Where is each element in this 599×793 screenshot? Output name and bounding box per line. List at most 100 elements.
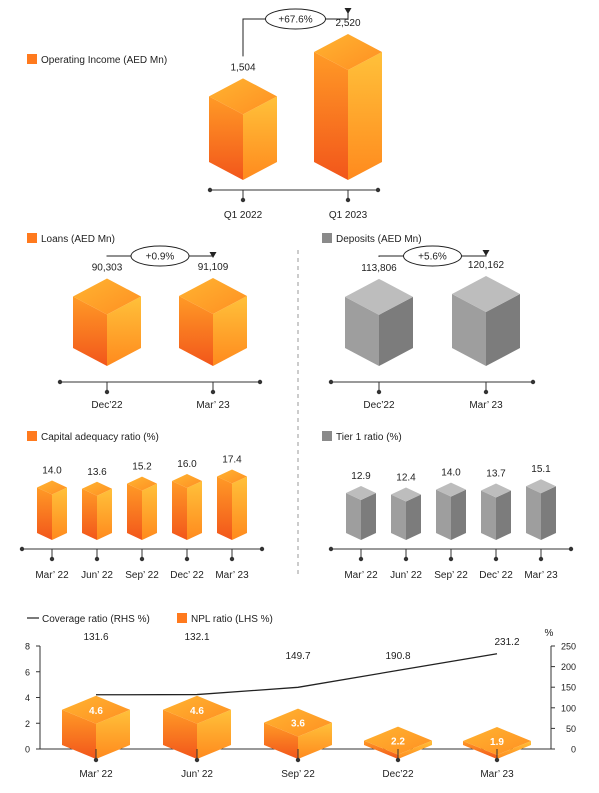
axis-end-dot — [19, 546, 25, 552]
bar-face-left — [264, 722, 298, 759]
npl-data-label: 4.6 — [89, 706, 103, 717]
bar-face-top — [37, 480, 67, 495]
data-label: 15.2 — [132, 462, 152, 473]
bar-face-top — [62, 695, 130, 724]
axis-end-dot — [57, 379, 63, 385]
bar — [179, 278, 247, 366]
bar-face-left — [179, 296, 213, 366]
x-tick-dot — [295, 757, 301, 763]
bar — [172, 474, 202, 540]
x-tick-label: Mar’ 23 — [480, 769, 514, 780]
bar-face-top — [481, 483, 511, 498]
change-badge — [265, 8, 326, 30]
x-tick-label: Jun’ 22 — [181, 769, 213, 780]
operating-income-chart: Operating Income (AED Mn) 1,504 2,520 +67.… — [27, 8, 382, 221]
x-tick-label: Sep’ 22 — [434, 570, 468, 581]
x-tick-label: Jun’ 22 — [81, 570, 113, 581]
left-y-tick-label: 8 — [25, 642, 30, 652]
x-tick-dot — [104, 389, 110, 395]
data-label: 13.7 — [486, 469, 506, 480]
right-y-tick-label: 150 — [561, 683, 576, 693]
change-arrowhead — [344, 8, 352, 14]
bar-face-right — [232, 476, 247, 540]
bar-face-right — [451, 489, 466, 540]
bar — [346, 486, 376, 540]
right-y-tick-label: 0 — [571, 745, 576, 755]
x-tick-label: Dec’22 — [363, 400, 395, 411]
bar-face-top — [436, 482, 466, 497]
bar-face-right — [142, 483, 157, 540]
x-tick-label: Mar’ 22 — [344, 570, 378, 581]
data-label: 14.0 — [441, 468, 461, 479]
bar — [209, 78, 277, 180]
bar-face-top — [127, 476, 157, 491]
bar-face-left — [391, 494, 406, 540]
bar — [452, 276, 520, 366]
bar — [345, 278, 413, 366]
x-tick-dot — [194, 757, 200, 763]
bar-face-left — [314, 52, 348, 180]
left-y-tick-label: 2 — [25, 719, 30, 729]
bar-face-right — [486, 294, 520, 366]
change-label: +0.9% — [146, 252, 175, 263]
bar-face-right — [348, 52, 382, 180]
bar — [127, 476, 157, 540]
x-tick-label: Mar’ 22 — [79, 769, 113, 780]
bar-face-left — [163, 709, 197, 759]
bar-face-right — [497, 741, 531, 759]
data-label: 120,162 — [468, 260, 505, 271]
bar — [481, 483, 511, 540]
bar-face-left — [463, 741, 497, 759]
legend-swatch-gray — [322, 431, 332, 441]
axis-end-dot — [375, 187, 381, 193]
left-y-tick-label: 0 — [25, 745, 30, 755]
legend-bar-label: NPL ratio (LHS %) — [191, 614, 273, 625]
npl-bar — [463, 727, 531, 759]
x-tick-label: Mar’ 23 — [524, 570, 558, 581]
axis-end-dot — [568, 546, 574, 552]
npl-data-label: 4.6 — [190, 706, 204, 717]
bar-face-left — [346, 493, 361, 540]
x-tick-label: Mar’ 22 — [35, 570, 69, 581]
tier1-ratio-chart: Tier 1 ratio (%) 12.9 12.4 14.0 13.7 15.1 Mar… — [322, 431, 574, 581]
bar-face-left — [481, 490, 496, 540]
bar-face-right — [379, 296, 413, 366]
x-tick-dot — [49, 556, 55, 562]
legend-swatch-orange — [27, 233, 37, 243]
deposits-chart: Deposits (AED Mn) 113,806 120,162 +5.6% Dec… — [322, 233, 536, 411]
coverage-data-label: 231.2 — [494, 637, 519, 648]
right-y-tick-label: 100 — [561, 703, 576, 713]
bar-face-top — [73, 278, 141, 315]
bar-face-top — [163, 695, 231, 724]
right-y-tick-label: 50 — [566, 724, 576, 734]
bar-face-right — [406, 494, 421, 540]
data-label: 14.0 — [42, 466, 62, 477]
x-tick-label: Q1 2022 — [224, 210, 263, 221]
x-tick-dot — [93, 757, 99, 763]
x-tick-dot — [210, 389, 216, 395]
bar-face-left — [127, 483, 142, 540]
chart-title: Loans (AED Mn) — [41, 234, 115, 245]
x-tick-dot — [345, 197, 351, 203]
x-tick-dot — [538, 556, 544, 562]
x-tick-label: Mar’ 23 — [469, 400, 503, 411]
x-tick-label: Q1 2023 — [329, 210, 368, 221]
x-tick-dot — [493, 556, 499, 562]
data-label: 91,109 — [198, 262, 229, 273]
coverage-data-label: 190.8 — [385, 651, 410, 662]
x-tick-dot — [240, 197, 246, 203]
x-tick-dot — [376, 389, 382, 395]
bar-face-left — [436, 489, 451, 540]
x-tick-label: Dec’ 22 — [479, 570, 513, 581]
coverage-data-label: 149.7 — [285, 651, 310, 662]
bar-face-left — [37, 487, 52, 540]
data-label: 13.6 — [87, 467, 107, 478]
x-tick-label: Jun’ 22 — [390, 570, 422, 581]
npl-coverage-chart: Coverage ratio (RHS %) NPL ratio (LHS %)… — [25, 613, 576, 780]
bar-face-right — [361, 493, 376, 540]
bar-face-left — [209, 96, 243, 180]
bar-face-top — [452, 276, 520, 312]
chart-title: Tier 1 ratio (%) — [336, 432, 402, 443]
npl-bar — [62, 695, 130, 759]
npl-data-label: 3.6 — [291, 719, 305, 730]
